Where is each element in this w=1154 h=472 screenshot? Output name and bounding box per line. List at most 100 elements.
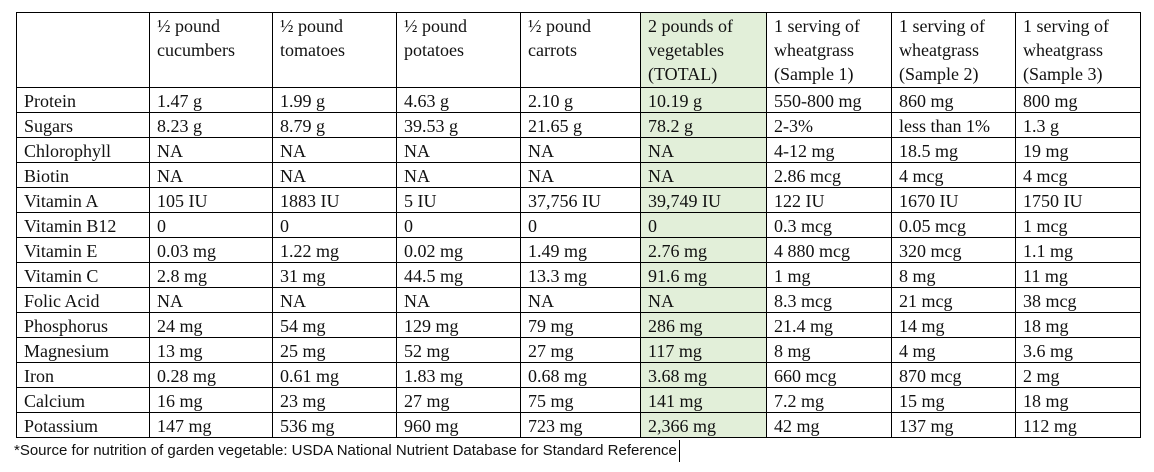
table-cell: 141 mg [640,387,767,413]
table-cell: 723 mg [520,412,641,438]
table-row: Vitamin C 2.8 mg 31 mg 44.5 mg 13.3 mg 91.6 m… [16,262,1141,288]
table-cell: NA [396,287,521,313]
table-row: Vitamin A 105 IU 1883 IU 5 IU 37,756 IU 39,74… [16,187,1141,213]
header-row: ½ pound cucumbers ½ pound tomatoes ½ pound… [16,12,1141,88]
table-cell: 0.02 mg [396,237,521,263]
table-cell: NA [272,162,397,188]
row-label: Vitamin B12 [16,212,150,238]
table-cell: 0 [149,212,273,238]
table-cell: NA [396,137,521,163]
table-cell: 0.05 mcg [891,212,1016,238]
table-cell: 15 mg [891,387,1016,413]
table-cell: 18 mg [1015,312,1141,338]
table-cell: NA [640,162,767,188]
table-cell: 860 mg [891,87,1016,113]
table-row: Phosphorus 24 mg 54 mg 129 mg 79 mg 286 mg 21.… [16,312,1141,338]
table-cell: 1750 IU [1015,187,1141,213]
table-cell: 2.8 mg [149,262,273,288]
footnote: *Source for nutrition of garden vegetabl… [14,440,680,462]
table-cell: NA [149,162,273,188]
table-cell: 75 mg [520,387,641,413]
table-cell: 2.76 mg [640,237,767,263]
table-cell: 37,756 IU [520,187,641,213]
table-cell: 0 [640,212,767,238]
table-row: Folic Acid NA NA NA NA NA 8.3 mcg 21 mcg 38 mcg [16,287,1141,313]
table-cell: 8 mg [891,262,1016,288]
table-cell: 0.68 mg [520,362,641,388]
table-cell: 18.5 mg [891,137,1016,163]
table-cell: 0.61 mg [272,362,397,388]
table-cell: 18 mg [1015,387,1141,413]
table-cell: 4 mg [891,337,1016,363]
table-row: Potassium 147 mg 536 mg 960 mg 723 mg 2,366 m… [16,412,1141,438]
table-cell: 21.4 mg [766,312,892,338]
table-cell: 11 mg [1015,262,1141,288]
table-cell: 1.1 mg [1015,237,1141,263]
table-row: Calcium 16 mg 23 mg 27 mg 75 mg 141 mg 7.2 mg 1… [16,387,1141,413]
table-cell: 117 mg [640,337,767,363]
table-cell: 27 mg [520,337,641,363]
table-cell: 870 mcg [891,362,1016,388]
row-label: Potassium [16,412,150,438]
row-label: Vitamin A [16,187,150,213]
table-cell: 4-12 mg [766,137,892,163]
table-cell: 54 mg [272,312,397,338]
table-cell: NA [640,137,767,163]
table-cell: 5 IU [396,187,521,213]
row-label: Vitamin C [16,262,150,288]
table-cell: 105 IU [149,187,273,213]
table-cell: 21.65 g [520,112,641,138]
table-cell: 1883 IU [272,187,397,213]
header-cell: 1 serving of wheatgrass (Sample 1) [766,12,892,88]
table-cell: 19 mg [1015,137,1141,163]
table-cell: 0 [520,212,641,238]
table-row: Chlorophyll NA NA NA NA NA 4-12 mg 18.5 mg 19 mg [16,137,1141,163]
table-cell: 24 mg [149,312,273,338]
table-cell: 39,749 IU [640,187,767,213]
table-cell: 320 mcg [891,237,1016,263]
table-cell: 7.2 mg [766,387,892,413]
table-cell: 129 mg [396,312,521,338]
table-cell: 23 mg [272,387,397,413]
header-cell: ½ pound carrots [520,12,641,88]
row-label: Phosphorus [16,312,150,338]
table-cell: 122 IU [766,187,892,213]
table-cell: 3.6 mg [1015,337,1141,363]
table-cell: 1.47 g [149,87,273,113]
header-cell: 1 serving of wheatgrass (Sample 3) [1015,12,1141,88]
table-cell: 4 mcg [1015,162,1141,188]
table-cell: 16 mg [149,387,273,413]
table-cell: 79 mg [520,312,641,338]
table-cell: 27 mg [396,387,521,413]
table-cell: 0.28 mg [149,362,273,388]
row-label: Calcium [16,387,150,413]
table-cell: NA [272,287,397,313]
table-cell: NA [149,137,273,163]
table-cell: 78.2 g [640,112,767,138]
table-cell: 4 mcg [891,162,1016,188]
table-cell: 44.5 mg [396,262,521,288]
table-row: Biotin NA NA NA NA NA 2.86 mcg 4 mcg 4 mcg [16,162,1141,188]
table-cell: 21 mcg [891,287,1016,313]
table-cell: 39.53 g [396,112,521,138]
table-cell: 4 880 mcg [766,237,892,263]
table-cell: NA [520,162,641,188]
table-cell: 31 mg [272,262,397,288]
table-cell: 13.3 mg [520,262,641,288]
table-cell: 147 mg [149,412,273,438]
table-cell: 2,366 mg [640,412,767,438]
table-cell: 550-800 mg [766,87,892,113]
header-cell: ½ pound tomatoes [272,12,397,88]
corner-cell [16,12,150,88]
table-cell: less than 1% [891,112,1016,138]
table-cell: NA [396,162,521,188]
table-row: Protein 1.47 g 1.99 g 4.63 g 2.10 g 10.19 g 55… [16,87,1141,113]
table-cell: 0 [396,212,521,238]
table-row: Magnesium 13 mg 25 mg 52 mg 27 mg 117 mg 8 mg 4… [16,337,1141,363]
table-cell: 2.86 mcg [766,162,892,188]
table-cell: 1.22 mg [272,237,397,263]
table-cell: 8.23 g [149,112,273,138]
table-cell: 0.3 mcg [766,212,892,238]
table-cell: NA [640,287,767,313]
